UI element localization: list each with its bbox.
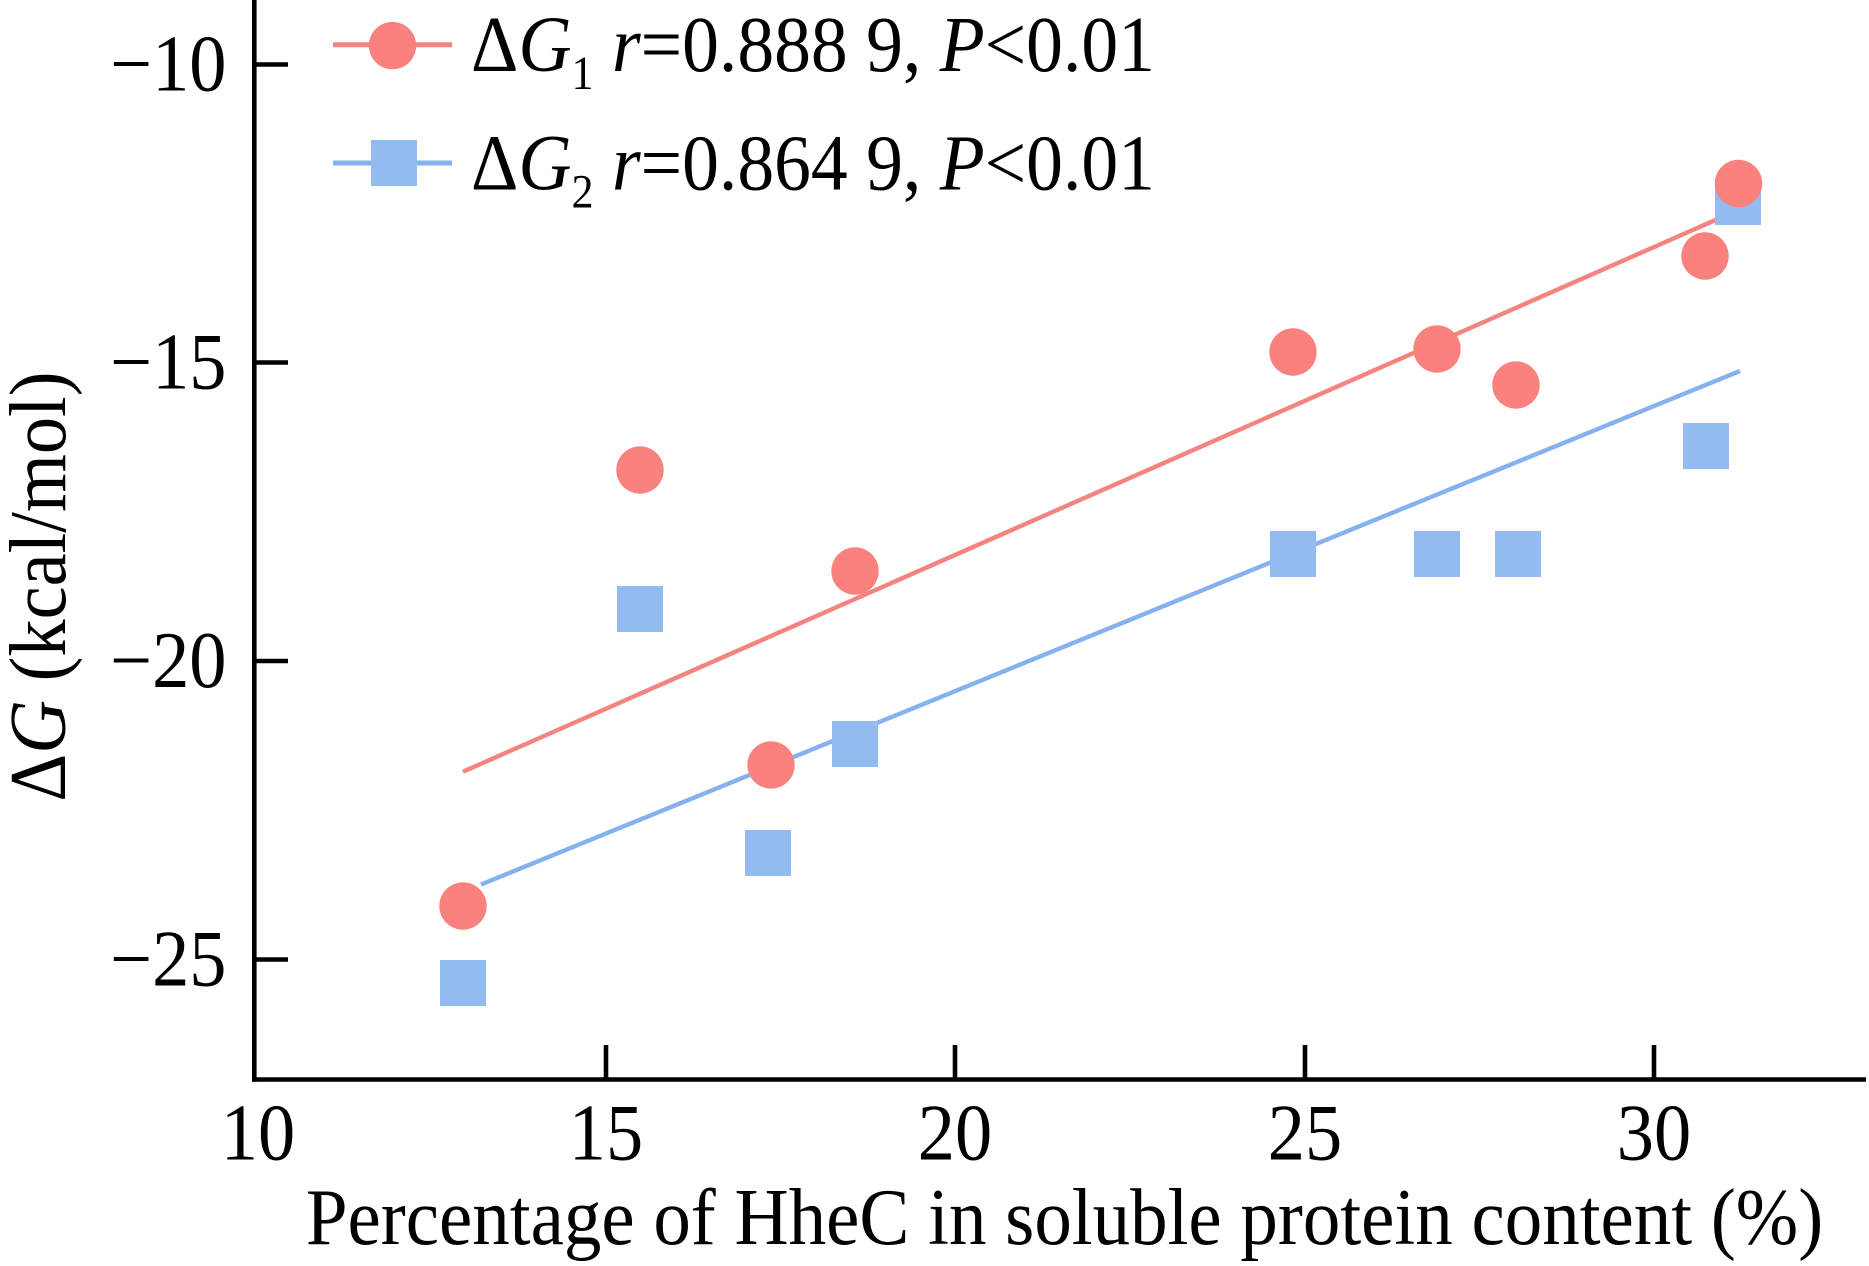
svg-text:−10: −10 xyxy=(110,19,226,108)
svg-text:10: 10 xyxy=(221,1088,295,1177)
svg-text:−15: −15 xyxy=(110,317,226,406)
svg-text:20: 20 xyxy=(918,1088,992,1177)
svg-text:−20: −20 xyxy=(110,616,226,705)
svg-text:15: 15 xyxy=(569,1088,643,1177)
svg-text:ΔG (kcal/mol): ΔG (kcal/mol) xyxy=(0,372,83,802)
svg-text:30: 30 xyxy=(1617,1088,1691,1177)
svg-text:Percentage of HheC in soluble: Percentage of HheC in soluble protein co… xyxy=(306,1173,1823,1262)
svg-text:25: 25 xyxy=(1268,1088,1342,1177)
svg-text:ΔG1 r=0.888 9, P<0.01: ΔG1 r=0.888 9, P<0.01 xyxy=(471,0,1155,99)
svg-text:−25: −25 xyxy=(110,914,226,1003)
